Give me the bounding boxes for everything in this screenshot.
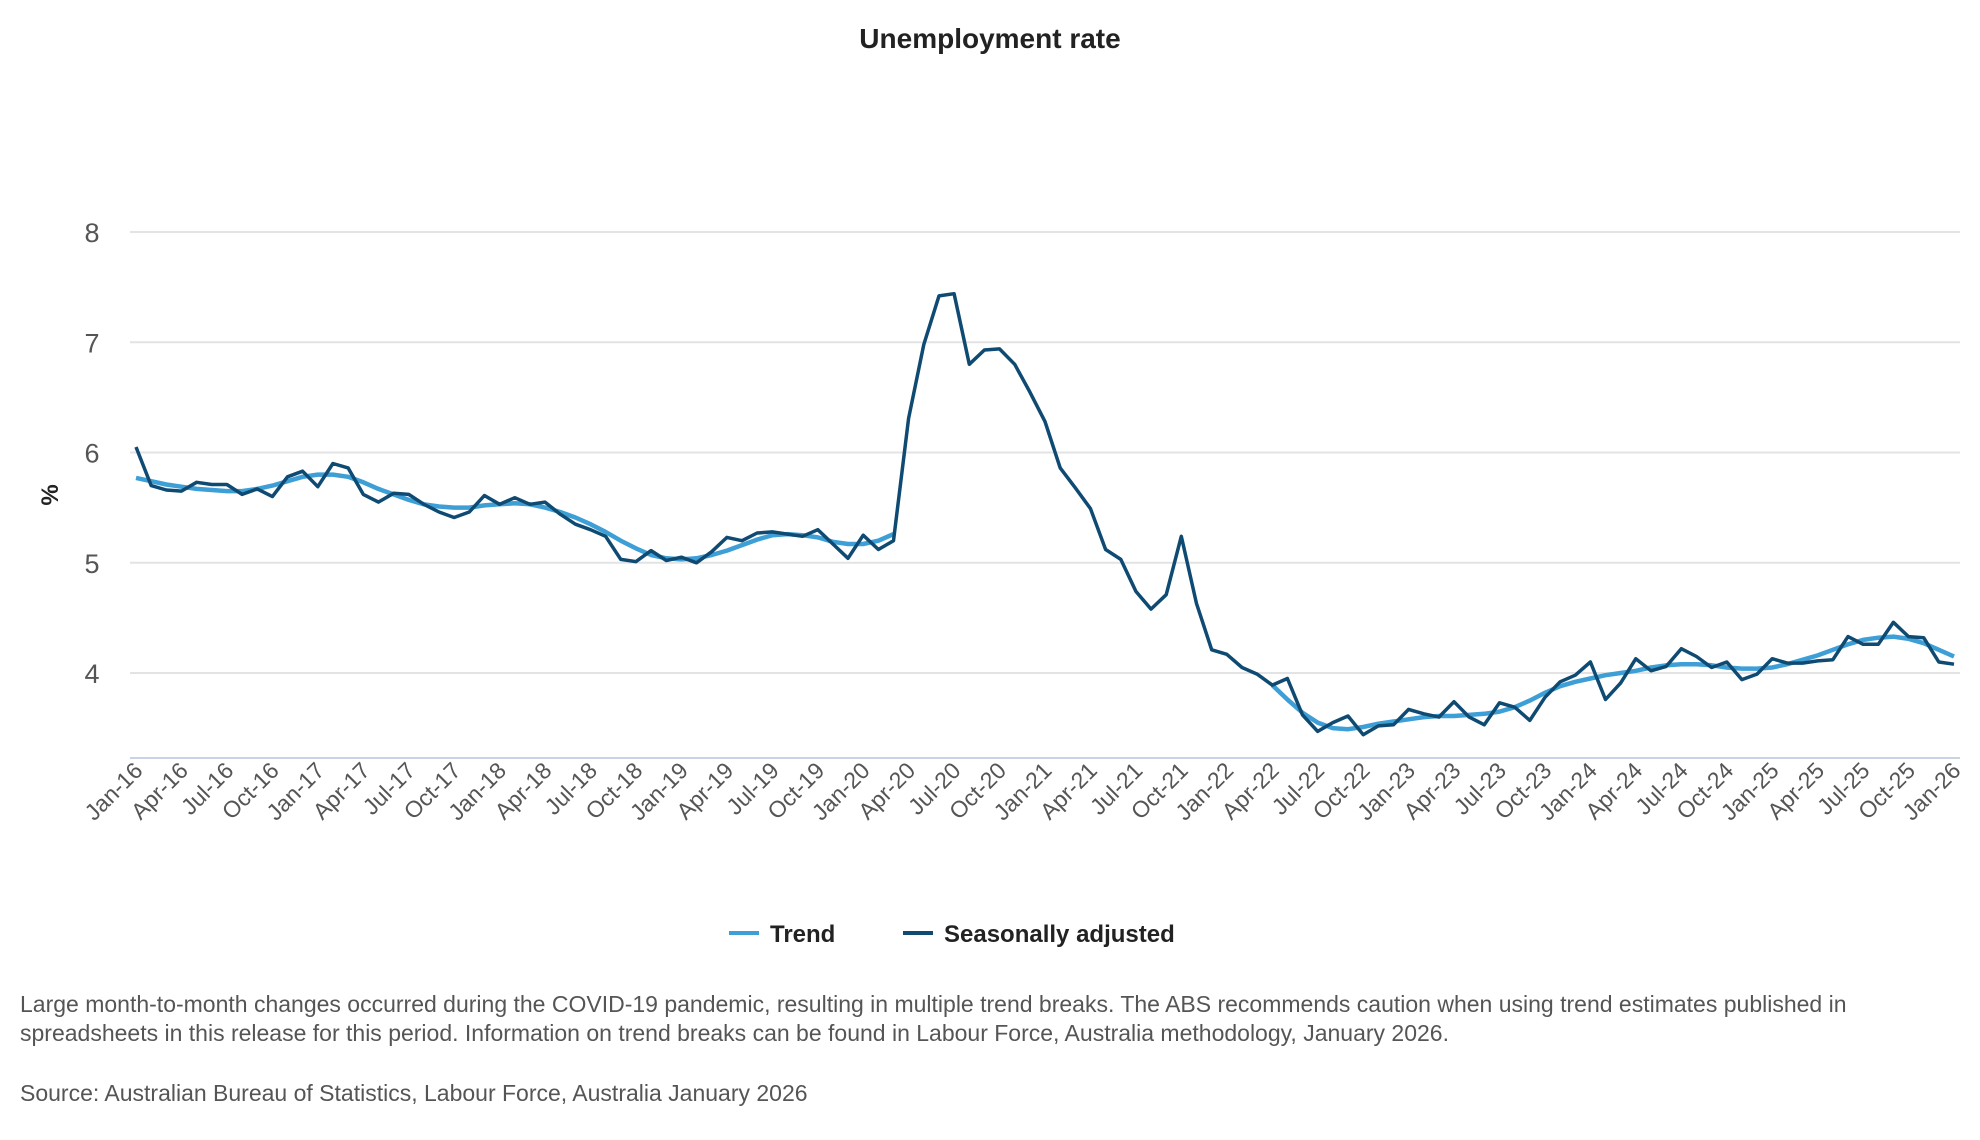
legend-item-seasonally-adjusted[interactable]: Seasonally adjusted: [903, 921, 1175, 948]
line-chart: Unemployment rate 8 7 6 5 4 % Jan-16Apr-16Ju…: [37, 23, 1966, 948]
legend-label-seasonally-adjusted: Seasonally adjusted: [944, 921, 1175, 948]
series-line-trend: [135, 472, 1955, 732]
y-tick-label: 6: [84, 439, 99, 469]
trend-break-note: Large month-to-month changes occurred du…: [20, 991, 1847, 1046]
x-axis-ticks: Jan-16Apr-16Jul-16Oct-16Jan-17Apr-17Jul-…: [79, 757, 1965, 825]
chart-title: Unemployment rate: [859, 23, 1120, 54]
y-tick-label: 4: [84, 659, 99, 689]
gridlines: [130, 231, 1960, 674]
series-lines: [134, 291, 1955, 737]
y-axis-ticks: 8 7 6 5 4: [84, 218, 99, 689]
y-tick-label: 7: [84, 328, 99, 358]
legend-item-trend[interactable]: Trend: [729, 921, 835, 948]
y-tick-label: 5: [84, 549, 99, 579]
series-line-seasonally-adjusted: [134, 291, 1955, 737]
y-axis-label: %: [37, 484, 64, 505]
legend-label-trend: Trend: [770, 921, 835, 948]
legend: Trend Seasonally adjusted: [729, 921, 1175, 948]
source-note: Source: Australian Bureau of Statistics,…: [20, 1080, 808, 1106]
y-tick-label: 8: [84, 218, 99, 248]
